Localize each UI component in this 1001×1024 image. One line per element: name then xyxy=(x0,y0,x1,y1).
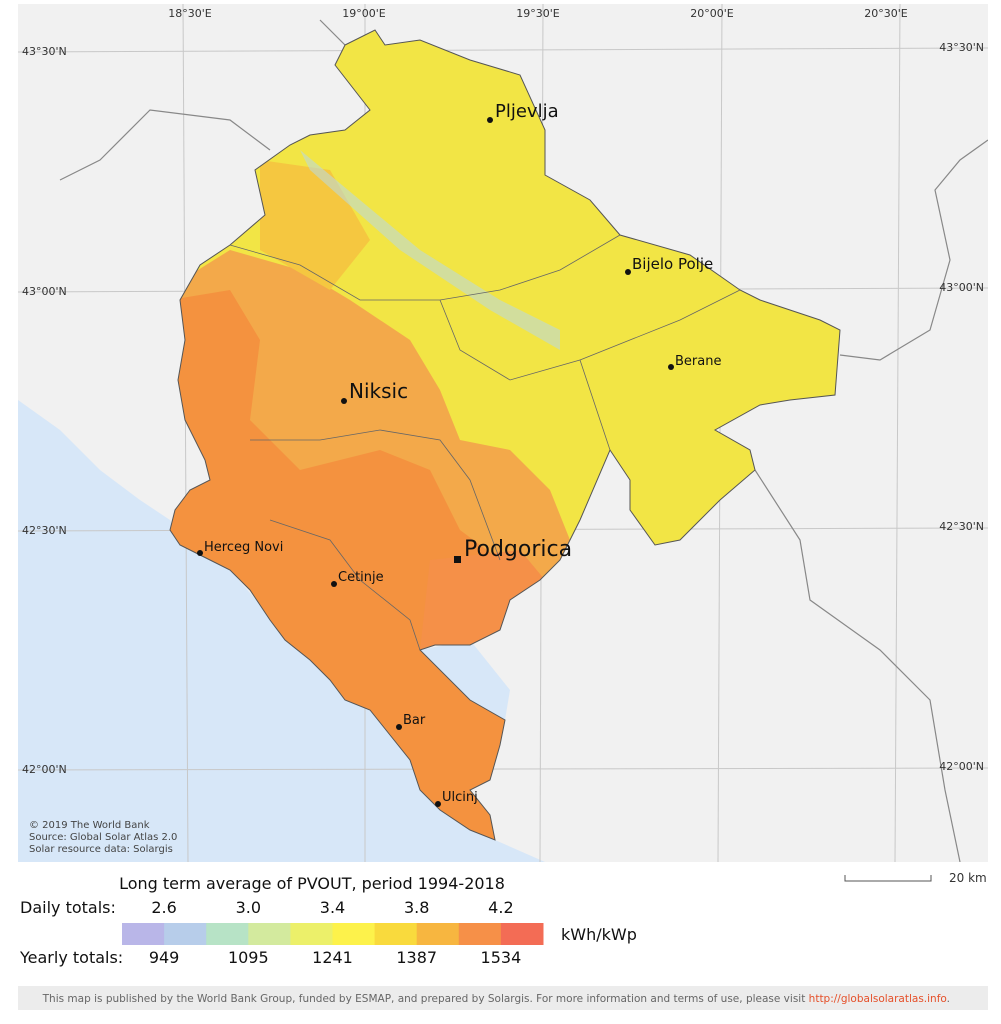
credit: © 2019 The World Bank xyxy=(29,820,150,831)
legend-daily-value: 3.8 xyxy=(404,898,429,917)
scale-bar xyxy=(844,875,932,882)
footer-box xyxy=(18,986,988,1010)
legend-yearly-label: Yearly totals: xyxy=(19,948,123,967)
legend-daily-value: 3.4 xyxy=(320,898,345,917)
city-label: Bar xyxy=(403,713,426,728)
longitude-label: 20°30'E xyxy=(864,7,908,20)
legend-unit: kWh/kWp xyxy=(561,925,637,944)
legend-daily-value: 3.0 xyxy=(236,898,261,917)
latitude-label: 43°30'N xyxy=(939,41,984,54)
longitude-label: 19°00'E xyxy=(342,7,386,20)
legend-colorbar xyxy=(122,923,544,945)
latitude-labels: 43°30'N 43°00'N 42°30'N 42°00'N 43°30'N … xyxy=(22,41,984,776)
legend-daily-label: Daily totals: xyxy=(20,898,116,917)
city-label: Cetinje xyxy=(338,570,384,585)
legend-yearly-value: 1534 xyxy=(481,948,522,967)
city-label: Ulcinj xyxy=(442,790,478,805)
map-area xyxy=(18,4,988,862)
latitude-label: 42°30'N xyxy=(22,524,67,537)
legend-yearly-value: 949 xyxy=(149,948,180,967)
legend-swatch xyxy=(500,923,544,945)
city-label: Berane xyxy=(675,354,721,369)
legend-daily-value: 4.2 xyxy=(488,898,513,917)
legend-swatch xyxy=(248,923,291,945)
city-label: Bijelo Polje xyxy=(632,255,713,273)
legend-swatch xyxy=(164,923,207,945)
longitude-label: 20°00'E xyxy=(690,7,734,20)
latitude-label: 42°00'N xyxy=(22,763,67,776)
credit: Solar resource data: Solargis xyxy=(29,844,173,855)
latitude-label: 43°00'N xyxy=(22,285,67,298)
legend-yearly-value: 1241 xyxy=(312,948,353,967)
legend-swatch xyxy=(206,923,249,945)
credits: © 2019 The World Bank Source: Global Sol… xyxy=(29,820,177,855)
longitude-label: 18°30'E xyxy=(168,7,212,20)
city-label: Pljevlja xyxy=(495,101,559,122)
legend-swatch xyxy=(332,923,376,945)
legend-swatch xyxy=(416,923,460,945)
legend-swatch xyxy=(290,923,333,945)
legend-swatch xyxy=(374,923,418,945)
lake xyxy=(420,640,510,720)
longitude-label: 19°30'E xyxy=(516,7,560,20)
latitude-label: 42°30'N xyxy=(939,520,984,533)
legend-yearly-value: 1095 xyxy=(228,948,269,967)
cities: Pljevlja Bijelo Polje Berane Niksic Podg… xyxy=(197,101,721,807)
footer-text: This map is published by the World Bank … xyxy=(42,993,809,1005)
city-label: Podgorica xyxy=(464,537,572,562)
legend-daily-value: 2.6 xyxy=(151,898,176,917)
longitude-labels: 18°30'E 19°00'E 19°30'E 20°00'E 20°30'E xyxy=(168,7,908,20)
legend-swatch xyxy=(458,923,502,945)
credit: Source: Global Solar Atlas 2.0 xyxy=(29,832,177,843)
latitude-label: 42°00'N xyxy=(939,760,984,773)
latitude-label: 43°00'N xyxy=(939,281,984,294)
scale-label: 20 km xyxy=(949,871,987,885)
city-label: Herceg Novi xyxy=(204,540,283,555)
borders xyxy=(59,19,988,862)
legend-swatch xyxy=(122,923,165,945)
legend-title: Long term average of PVOUT, period 1994-… xyxy=(119,874,505,893)
footer: This map is published by the World Bank … xyxy=(42,993,950,1005)
municipal-borders xyxy=(229,234,741,651)
legend-yearly-value: 1387 xyxy=(396,948,437,967)
footer-link[interactable]: http://globalsolaratlas.info xyxy=(809,993,947,1005)
footer-end: . xyxy=(947,993,950,1005)
latitude-label: 43°30'N xyxy=(22,45,67,58)
city-label: Niksic xyxy=(349,379,408,403)
